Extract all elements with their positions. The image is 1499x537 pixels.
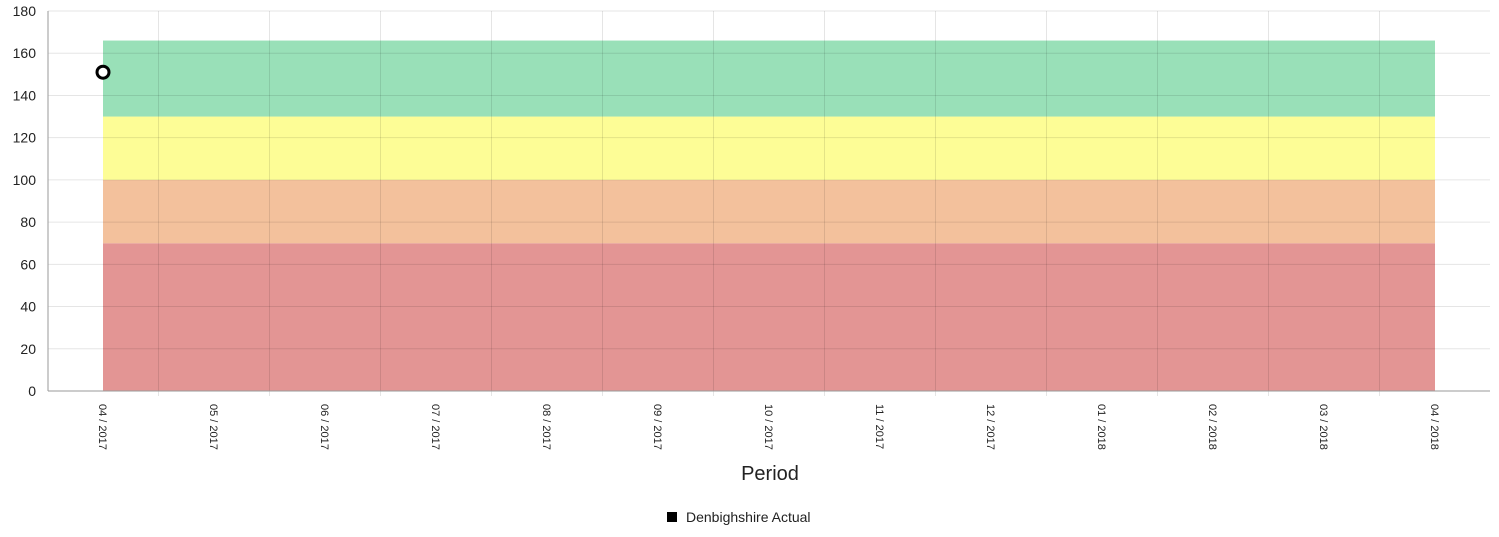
axes	[47, 11, 1490, 392]
x-tick-label: 09 / 2017	[651, 404, 663, 450]
y-tick-label: 60	[20, 256, 36, 272]
legend-label: Denbighshire Actual	[686, 509, 811, 525]
grid-lines	[48, 10, 1490, 396]
band-3	[103, 40, 1435, 117]
data-point	[95, 64, 111, 80]
x-tick-label: 08 / 2017	[540, 404, 552, 450]
x-tick-label: 03 / 2018	[1317, 404, 1329, 450]
y-tick-label: 100	[13, 172, 37, 188]
threshold-bands	[103, 40, 1435, 391]
y-tick-label: 40	[20, 299, 36, 315]
band-1	[103, 179, 1435, 244]
x-tick-label: 05 / 2017	[207, 404, 219, 450]
y-tick-label: 180	[13, 3, 37, 19]
band-0	[103, 243, 1435, 391]
legend-swatch	[667, 512, 677, 522]
data-points	[95, 64, 111, 80]
y-tick-label: 80	[20, 214, 36, 230]
y-tick-label: 20	[20, 341, 36, 357]
x-tick-label: 01 / 2018	[1095, 404, 1107, 450]
x-tick-label: 04 / 2018	[1428, 404, 1440, 450]
x-tick-label: 11 / 2017	[873, 404, 885, 449]
x-tick-label: 06 / 2017	[318, 404, 330, 450]
legend[interactable]: Denbighshire Actual	[667, 509, 811, 525]
y-axis-tick-labels: 0 20 40 60 80 100 120 140 160 180	[13, 3, 37, 399]
x-axis-tick-labels: 04 / 2017 05 / 2017 06 / 2017 07 / 2017 08 /…	[96, 404, 1440, 450]
band-2	[103, 116, 1435, 180]
y-tick-label: 0	[28, 383, 36, 399]
x-axis-title: Period	[741, 463, 799, 485]
y-tick-label: 140	[13, 87, 37, 103]
y-tick-label: 120	[13, 130, 37, 146]
x-tick-label: 02 / 2018	[1206, 404, 1218, 450]
x-tick-label: 12 / 2017	[984, 404, 996, 450]
x-tick-label: 10 / 2017	[762, 404, 774, 450]
y-tick-label: 160	[13, 45, 37, 61]
x-tick-label: 07 / 2017	[429, 404, 441, 450]
x-tick-label: 04 / 2017	[96, 404, 108, 450]
